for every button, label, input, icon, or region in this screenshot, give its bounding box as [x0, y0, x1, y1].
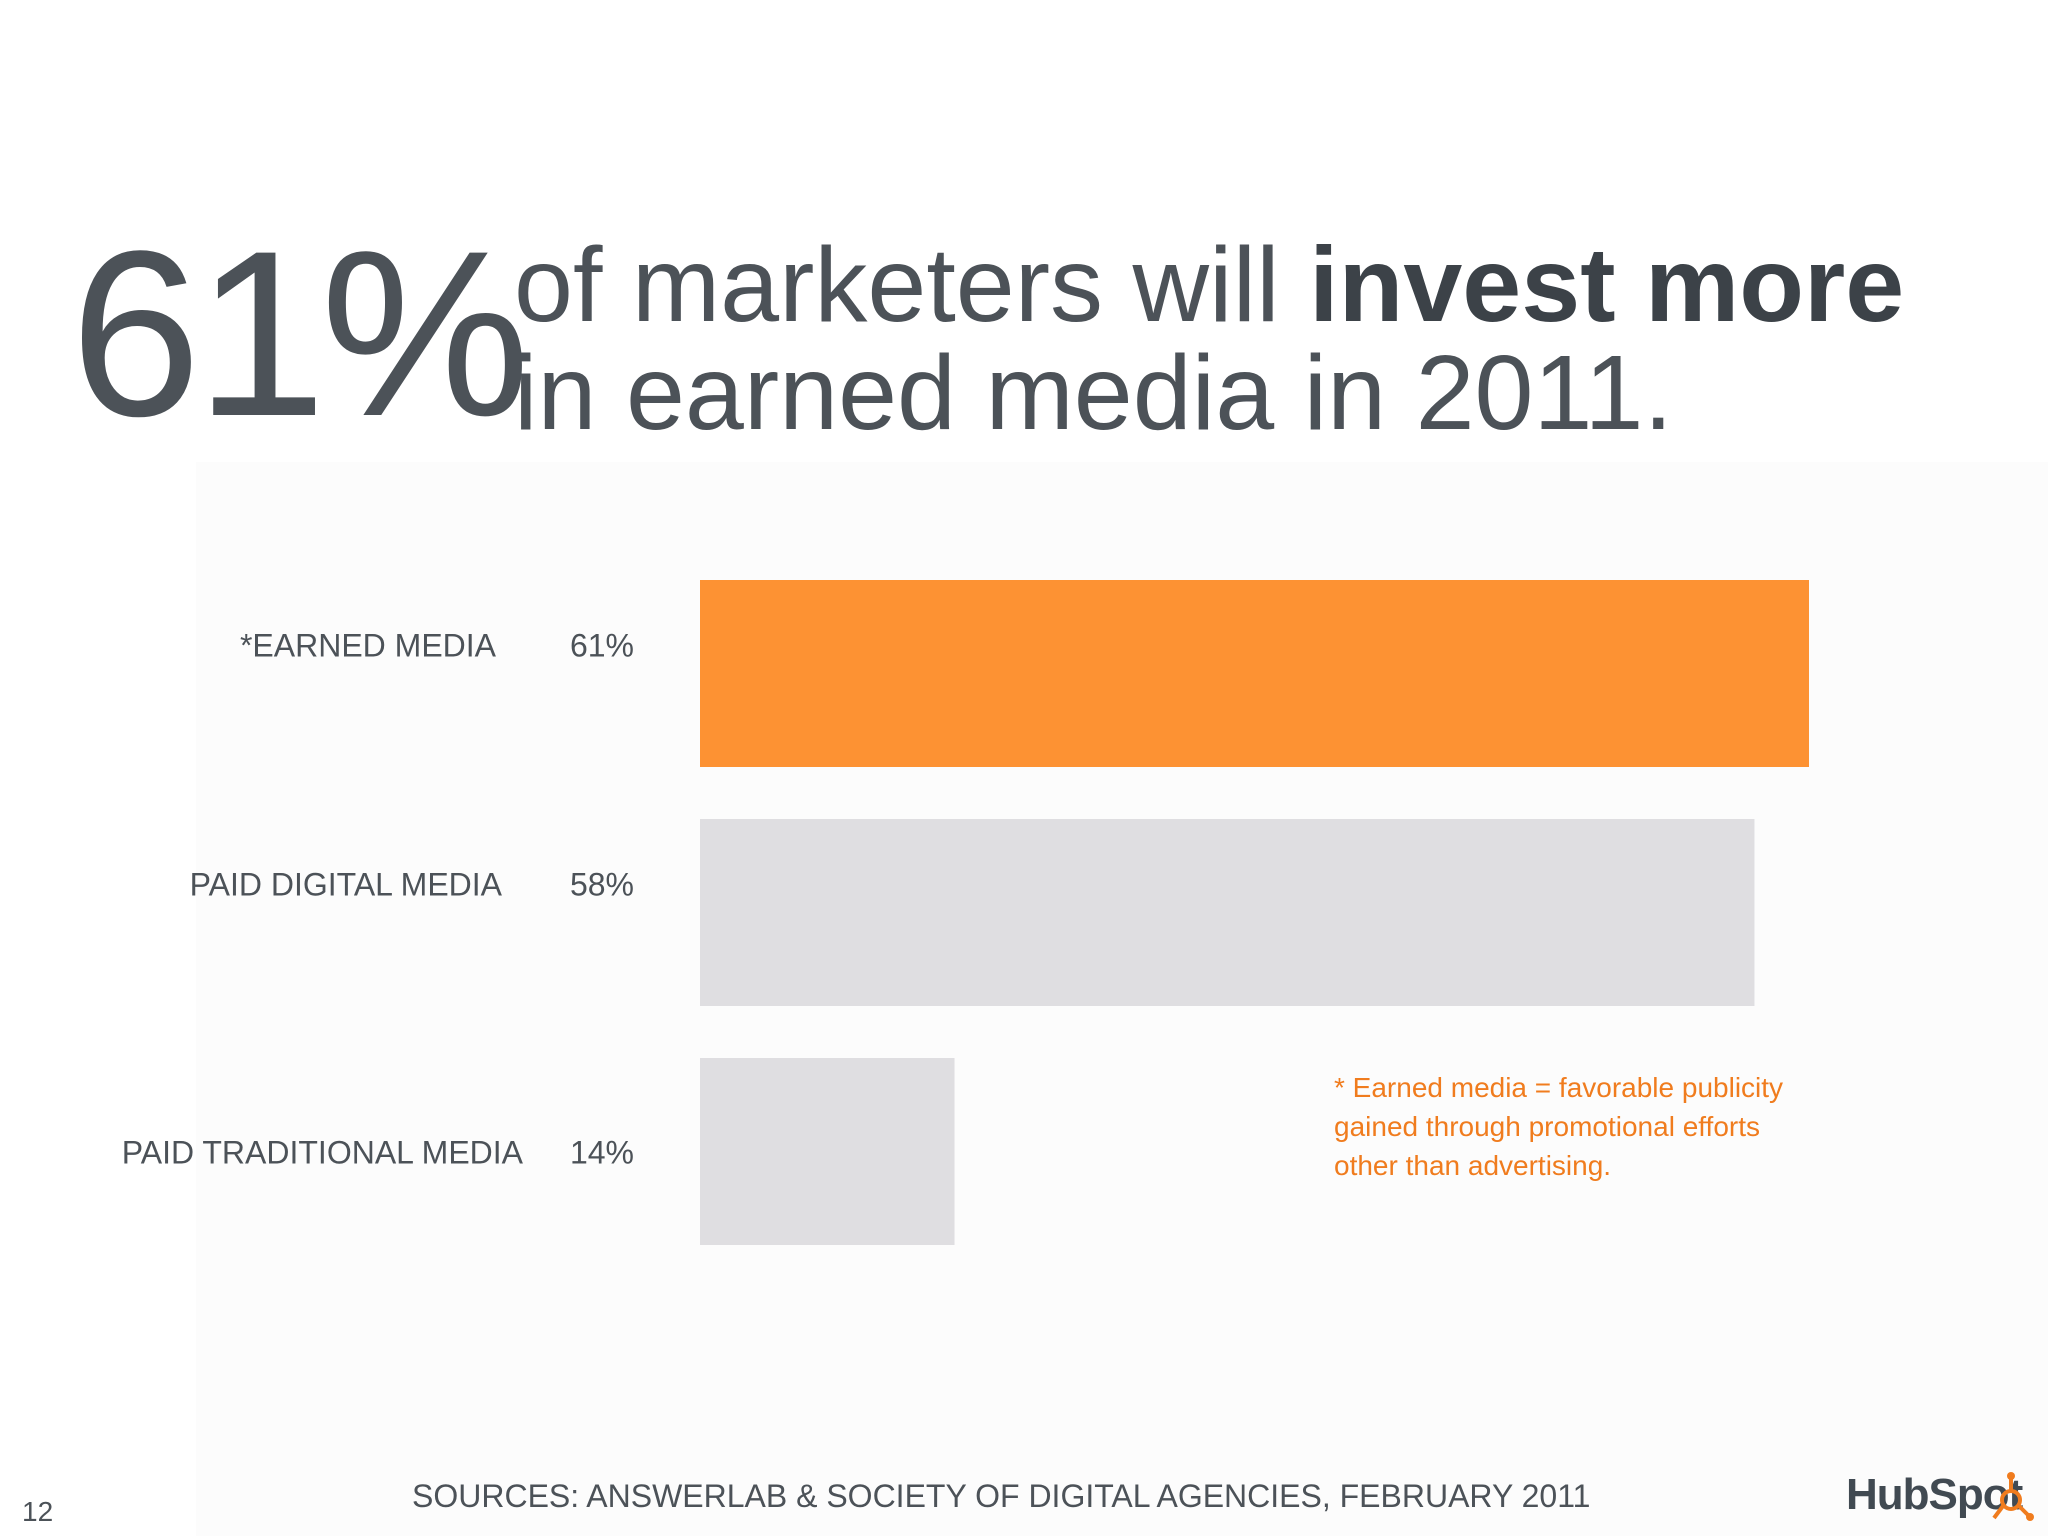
- value-label-1: 61%: [570, 627, 634, 663]
- sources-caption: SOURCES: ANSWERLAB & SOCIETY OF DIGITAL …: [412, 1478, 1591, 1514]
- hubspot-logo: HubSpot: [1846, 1466, 2036, 1526]
- headline-line-2: in earned media in 2011.: [514, 334, 1673, 452]
- category-label-1: *EARNED MEDIA: [240, 627, 497, 663]
- headline-line-1-regular: of marketers will: [514, 226, 1310, 344]
- footnote-line-2: gained through promotional efforts: [1334, 1111, 1760, 1142]
- footnote-line-1: * Earned media = favorable publicity: [1334, 1072, 1784, 1103]
- footnote-line-3: other than advertising.: [1334, 1150, 1612, 1181]
- headline: 61% of marketers will invest more in ear…: [0, 0, 2048, 460]
- hubspot-logo-text: HubSpot: [1846, 1470, 2023, 1519]
- headline-line-1-bold: invest more: [1309, 226, 1905, 344]
- footnote: * Earned media = favorable publicity gai…: [1334, 1068, 1794, 1185]
- bar-1: [700, 580, 1809, 767]
- bar-2: [700, 819, 1755, 1006]
- category-label-2: PAID DIGITAL MEDIA: [190, 866, 503, 902]
- category-label-3: PAID TRADITIONAL MEDIA: [122, 1134, 524, 1170]
- value-label-2: 58%: [570, 866, 634, 902]
- headline-stat: 61%: [70, 202, 530, 466]
- value-label-3: 14%: [570, 1134, 634, 1170]
- hubspot-sprocket-icon: [1992, 1472, 2034, 1521]
- slide-number: 12: [22, 1496, 54, 1527]
- bar-3: [700, 1058, 955, 1245]
- headline-line-1: of marketers will invest more: [514, 232, 1904, 338]
